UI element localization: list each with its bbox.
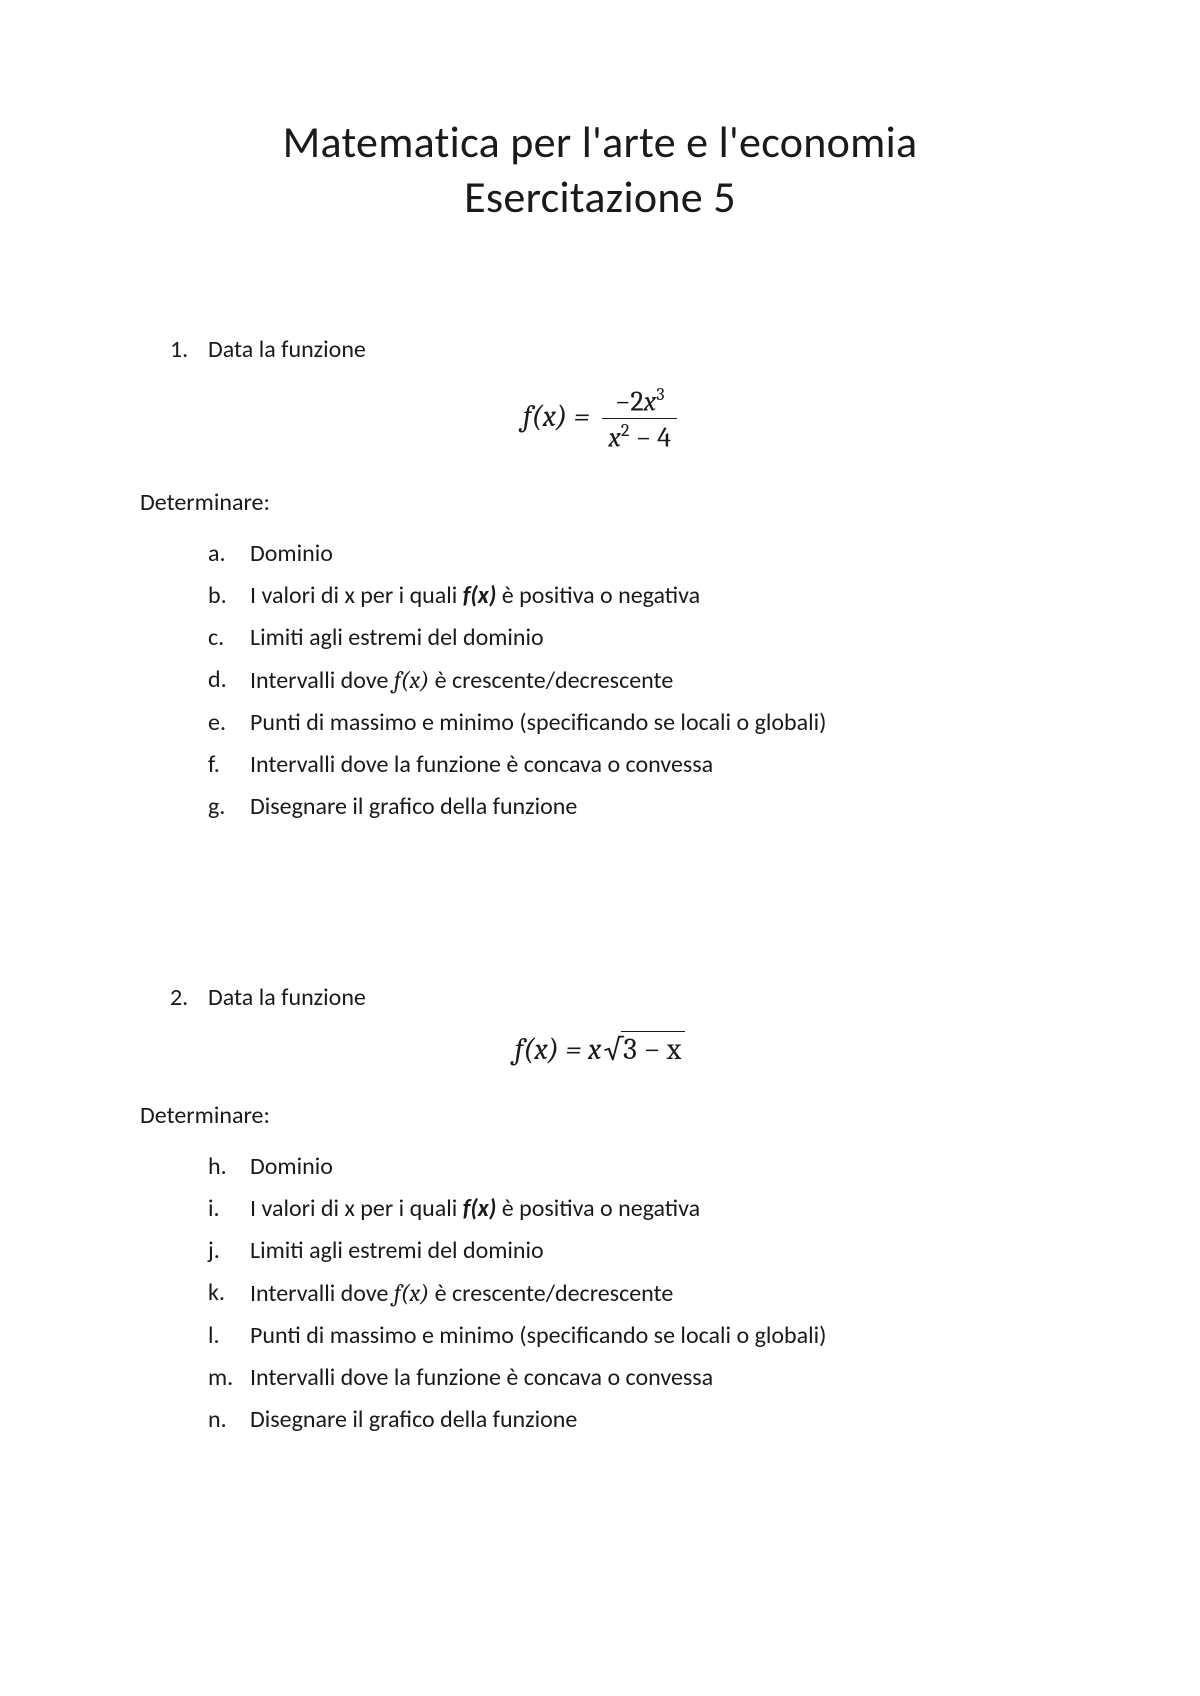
- problem-number: 2.: [170, 983, 208, 1012]
- problem-intro: 2.Data la funzione: [170, 983, 1060, 1012]
- problem-number: 1.: [170, 335, 208, 364]
- formula-numerator: −2x3: [602, 384, 677, 419]
- problem-one: 1.Data la funzione f(x) = −2x3 x2 − 4 De…: [140, 335, 1060, 828]
- determine-label: Determinare:: [140, 488, 1060, 517]
- list-item: e.Punti di massimo e minimo (specificand…: [208, 702, 1060, 744]
- problem-two: 2.Data la funzione f(x) = x√3 − x Determ…: [140, 983, 1060, 1441]
- list-item: k.Intervalli dove f(x) è crescente/decre…: [208, 1272, 1060, 1315]
- determine-label: Determinare:: [140, 1101, 1060, 1130]
- list-item: m.Intervalli dove la funzione è concava …: [208, 1357, 1060, 1399]
- list-item: d.Intervalli dove f(x) è crescente/decre…: [208, 659, 1060, 702]
- list-item: b.I valori di x per i quali f(x) è posit…: [208, 575, 1060, 617]
- list-item: f.Intervalli dove la funzione è concava …: [208, 744, 1060, 786]
- formula-lhs: f(x) =: [515, 1032, 588, 1067]
- problem-one-items: a.Dominio b.I valori di x per i quali f(…: [208, 533, 1060, 828]
- list-item: i.I valori di x per i quali f(x) è posit…: [208, 1188, 1060, 1230]
- list-item: n.Disegnare il grafico della funzione: [208, 1399, 1060, 1441]
- list-item: l.Punti di massimo e minimo (specificand…: [208, 1315, 1060, 1357]
- problem-one-formula: f(x) = −2x3 x2 − 4: [140, 384, 1060, 454]
- list-item: h.Dominio: [208, 1146, 1060, 1188]
- problem-two-items: h.Dominio i.I valori di x per i quali f(…: [208, 1146, 1060, 1441]
- problem-intro-text: Data la funzione: [208, 983, 366, 1012]
- problem-intro-text: Data la funzione: [208, 335, 366, 364]
- title-line-two: Esercitazione 5: [464, 170, 736, 224]
- list-item: g.Disegnare il grafico della funzione: [208, 786, 1060, 828]
- formula-denominator: x2 − 4: [602, 419, 677, 453]
- list-item: a.Dominio: [208, 533, 1060, 575]
- formula-sqrt: √3 − x: [601, 1032, 685, 1067]
- problem-two-formula: f(x) = x√3 − x: [140, 1032, 1060, 1067]
- list-item: j.Limiti agli estremi del dominio: [208, 1230, 1060, 1272]
- list-item: c.Limiti agli estremi del dominio: [208, 617, 1060, 659]
- page-title: Matematica per l'arte e l'economia Eserc…: [140, 115, 1060, 225]
- formula-lhs: f(x) =: [523, 399, 590, 434]
- problem-intro: 1.Data la funzione: [170, 335, 1060, 364]
- title-line-one: Matematica per l'arte e l'economia: [283, 115, 918, 169]
- formula-fraction: −2x3 x2 − 4: [602, 384, 677, 454]
